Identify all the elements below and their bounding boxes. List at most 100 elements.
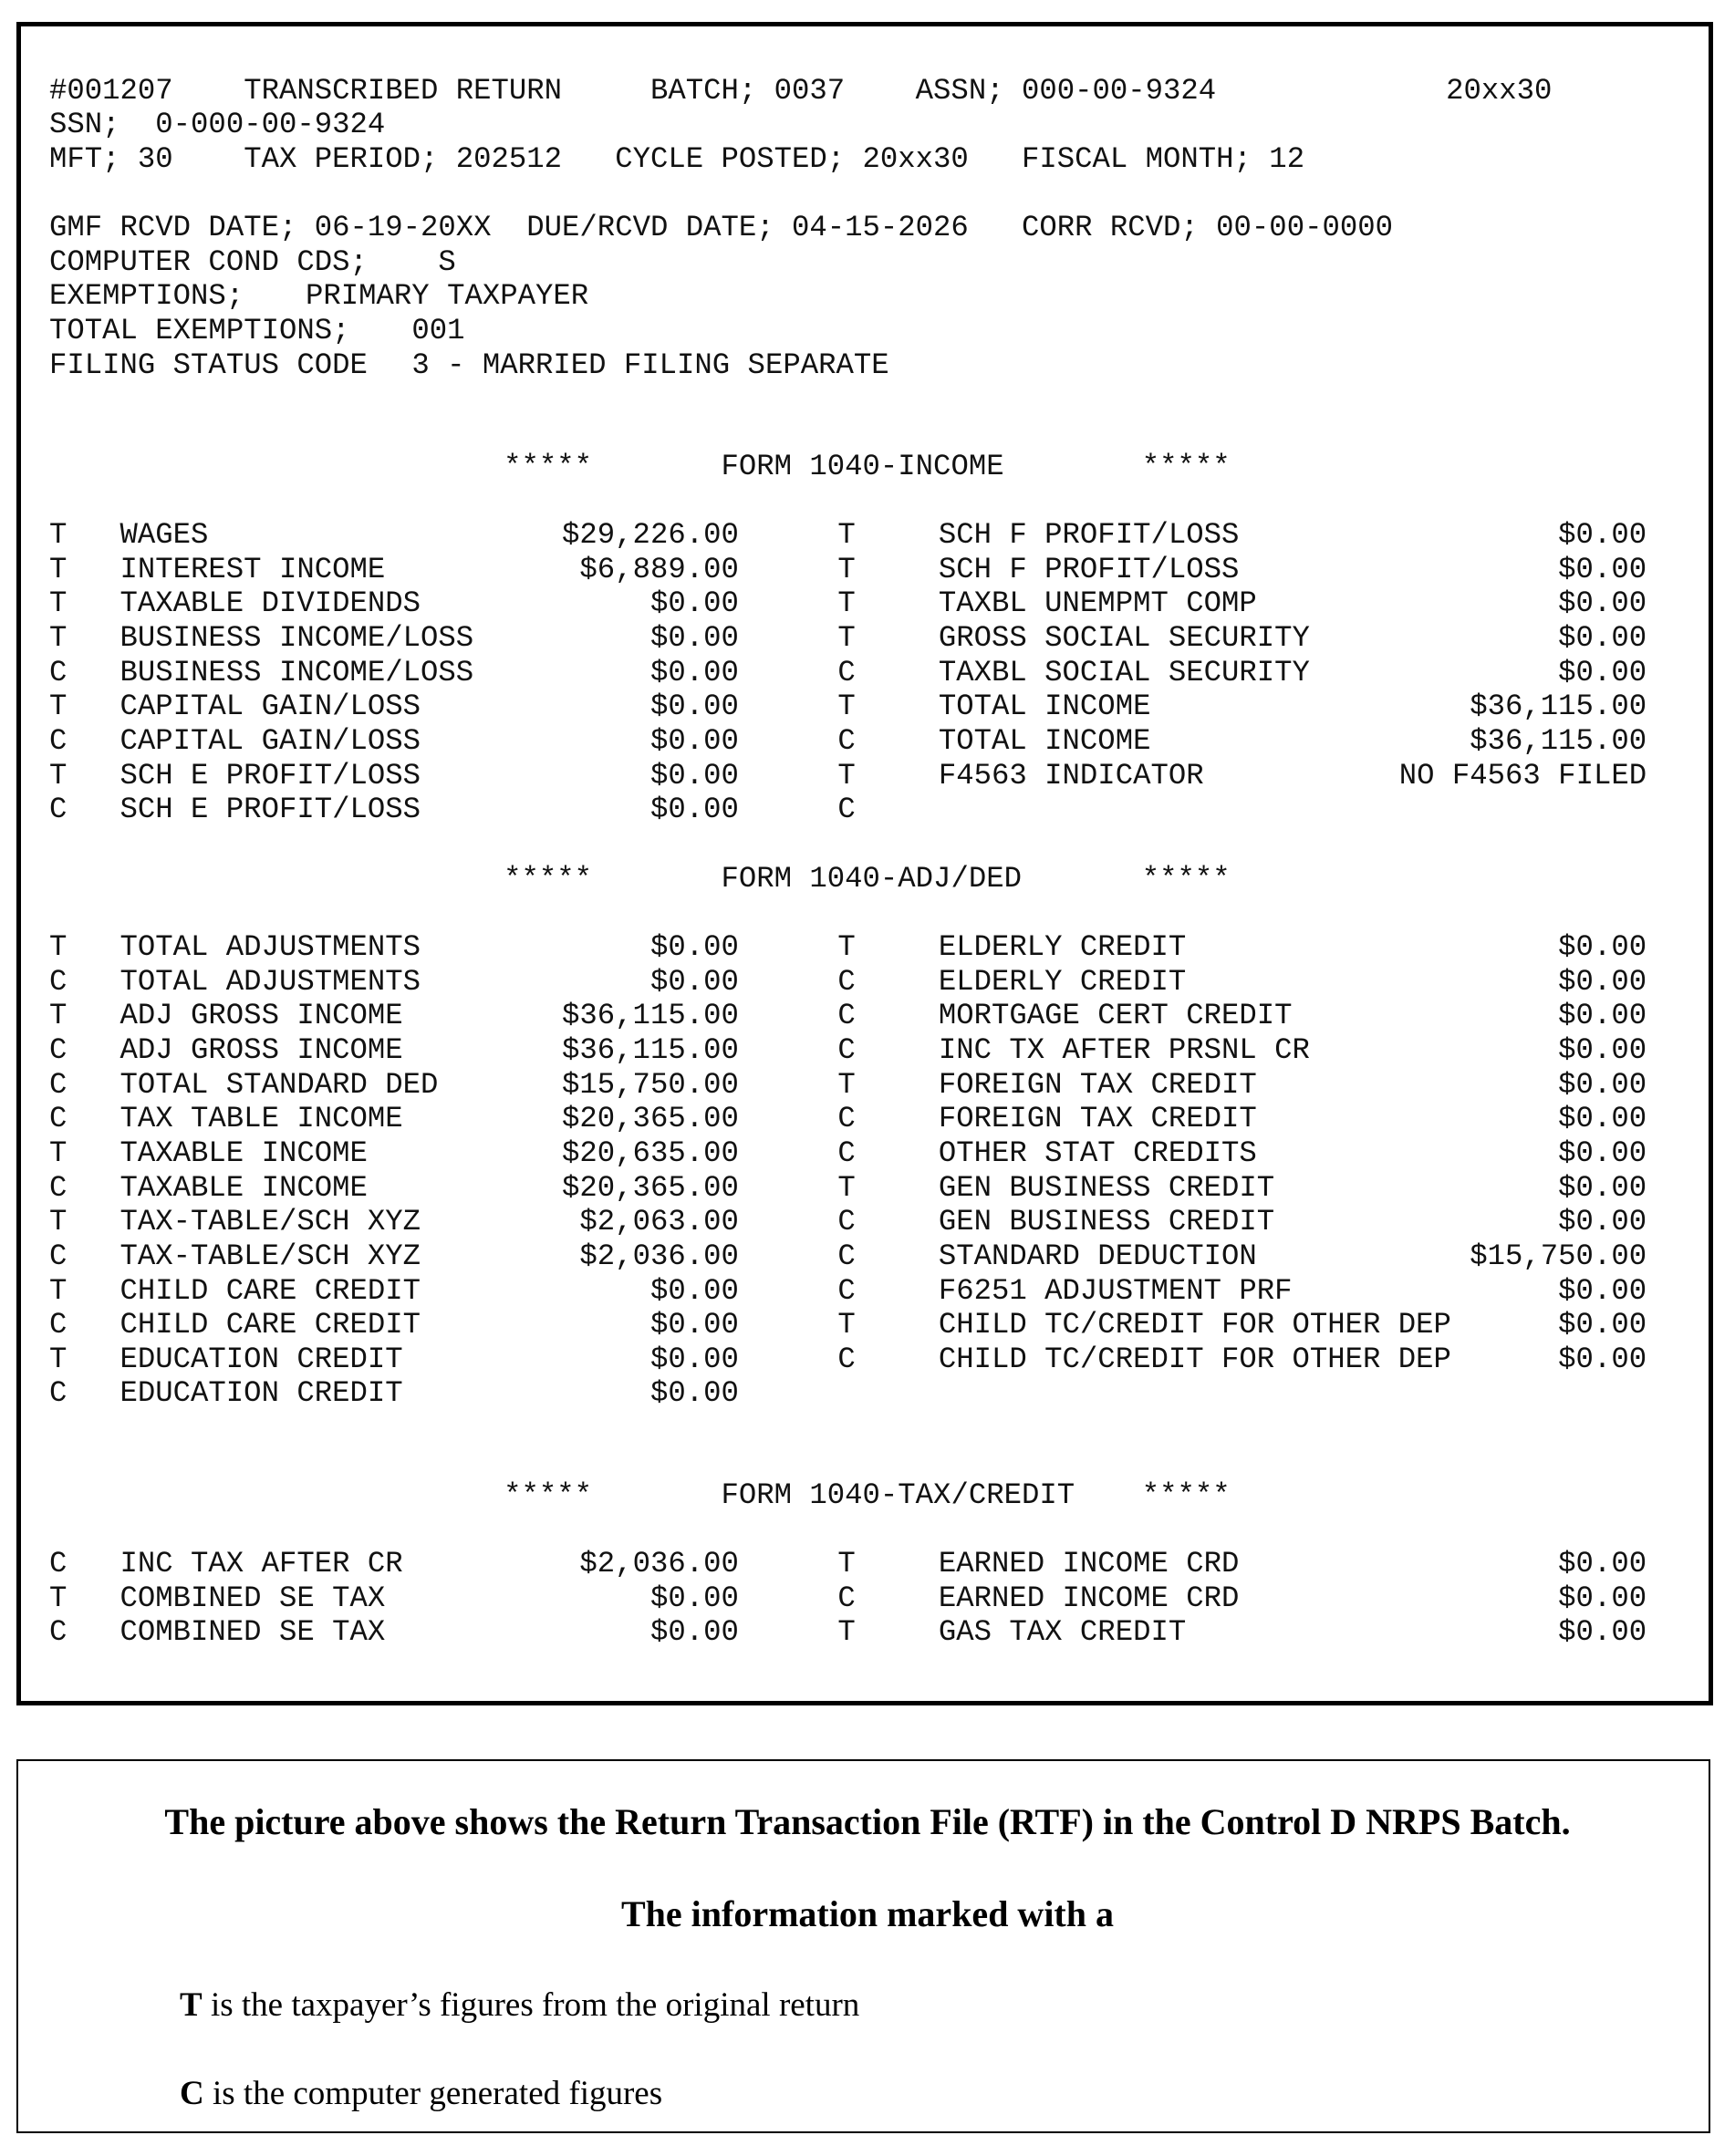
table-row: T EDUCATION CREDIT $0.00 C CHILD TC/CREDIT F… xyxy=(49,1342,1691,1377)
table-row: T BUSINESS INCOME/LOSS $0.00 T GROSS SOCIAL … xyxy=(49,621,1691,656)
field-amount: $0.00 xyxy=(1558,552,1647,586)
field-label: FOREIGN TAX CREDIT xyxy=(938,1067,1257,1102)
field-amount: $2,063.00 xyxy=(579,1205,739,1239)
field-amount: $0.00 xyxy=(649,586,739,621)
field-amount: $2,036.00 xyxy=(579,1239,739,1273)
source-code: C xyxy=(49,723,68,758)
field-amount: $0.00 xyxy=(1558,1032,1647,1067)
note-t-legend: T is the taxpayer’s figures from the ori… xyxy=(180,1985,859,2025)
source-code: C xyxy=(837,1273,856,1308)
field-amount: $36,115.00 xyxy=(562,1032,739,1067)
field-label: ELDERLY CREDIT xyxy=(938,930,1187,964)
section-header: ***** FORM 1040-TAX/CREDIT ***** xyxy=(49,1478,1691,1513)
field-label: WAGES xyxy=(119,518,209,552)
source-code: C xyxy=(49,1376,68,1411)
t-letter: T xyxy=(180,1986,203,2024)
field-amount: NO F4563 FILED xyxy=(1398,758,1647,793)
source-code: C xyxy=(49,1547,68,1581)
c-description: is the computer generated figures xyxy=(203,2075,663,2112)
field-label: SCH E PROFIT/LOSS xyxy=(119,758,421,793)
section-stars-left: ***** xyxy=(504,450,593,483)
source-code: C xyxy=(49,1308,68,1342)
table-row: C TOTAL STANDARD DED $15,750.00 T FOREIGN TA… xyxy=(49,1068,1691,1103)
table-row: T TAXABLE INCOME $20,635.00 C OTHER STAT CRE… xyxy=(49,1136,1691,1171)
mft: MFT; 30 xyxy=(49,142,173,176)
source-code: T xyxy=(49,586,68,621)
table-row: T CHILD CARE CREDIT $0.00 C F6251 ADJUSTMENT… xyxy=(49,1274,1691,1309)
source-code: T xyxy=(837,1067,856,1102)
field-label: INTEREST INCOME xyxy=(119,552,386,586)
cond-cds-label: COMPUTER COND CDS; xyxy=(49,245,368,279)
field-amount: $0.00 xyxy=(649,793,739,827)
section-stars-right: ***** xyxy=(1141,450,1231,483)
field-amount: $2,036.00 xyxy=(579,1547,739,1581)
exemptions-value: PRIMARY TAXPAYER xyxy=(306,279,589,313)
header-line-2: SSN; 0-000-00-9324 xyxy=(49,108,1691,142)
source-code: T xyxy=(837,518,856,552)
field-amount: $0.00 xyxy=(649,655,739,689)
field-amount: $0.00 xyxy=(1558,518,1647,552)
source-code: T xyxy=(49,930,68,964)
field-amount: $20,365.00 xyxy=(562,1102,739,1136)
table-row: T CAPITAL GAIN/LOSS $0.00 T TOTAL INCOME $36,… xyxy=(49,689,1691,724)
field-label: TOTAL INCOME xyxy=(938,689,1151,724)
field-label: TOTAL ADJUSTMENTS xyxy=(119,964,421,999)
table-row: T TAX-TABLE/SCH XYZ $2,063.00 C GEN BUSINESS… xyxy=(49,1205,1691,1239)
source-code: C xyxy=(837,655,856,689)
field-label: SCH E PROFIT/LOSS xyxy=(119,793,421,827)
field-label: EDUCATION CREDIT xyxy=(119,1342,403,1376)
field-label: EARNED INCOME CRD xyxy=(938,1581,1240,1615)
table-row: C COMBINED SE TAX $0.00 T GAS TAX CREDIT $0.0… xyxy=(49,1615,1691,1650)
field-amount: $0.00 xyxy=(1558,1308,1647,1342)
source-code: T xyxy=(49,552,68,586)
field-amount: $0.00 xyxy=(649,620,739,655)
field-label: TAXABLE INCOME xyxy=(119,1135,368,1170)
field-amount: $0.00 xyxy=(1558,1342,1647,1376)
gmf-rcvd-date: GMF RCVD DATE; 06-19-20XX xyxy=(49,211,492,244)
table-row: C CHILD CARE CREDIT $0.00 T CHILD TC/CREDIT … xyxy=(49,1308,1691,1342)
field-label: MORTGAGE CERT CREDIT xyxy=(938,999,1293,1033)
field-label: TAX TABLE INCOME xyxy=(119,1102,403,1136)
source-code: C xyxy=(837,1342,856,1376)
field-amount: $0.00 xyxy=(1558,964,1647,999)
source-code: C xyxy=(49,1615,68,1650)
header-line-5: COMPUTER COND CDS; S xyxy=(49,245,1691,280)
field-label: ELDERLY CREDIT xyxy=(938,964,1187,999)
section-stars-right: ***** xyxy=(1141,1478,1231,1512)
source-code: C xyxy=(49,655,68,689)
source-code: T xyxy=(837,1308,856,1342)
source-code: T xyxy=(49,689,68,724)
field-label: COMBINED SE TAX xyxy=(119,1581,386,1615)
source-code: C xyxy=(49,1239,68,1273)
field-label: TAX-TABLE/SCH XYZ xyxy=(119,1205,421,1239)
field-amount: $0.00 xyxy=(649,689,739,724)
table-row: C TOTAL ADJUSTMENTS $0.00 C ELDERLY CREDIT $0… xyxy=(49,965,1691,1000)
table-row: C TAX-TABLE/SCH XYZ $2,036.00 C STANDARD DED… xyxy=(49,1239,1691,1274)
field-label: OTHER STAT CREDITS xyxy=(938,1135,1257,1170)
source-code: T xyxy=(837,758,856,793)
field-amount: $0.00 xyxy=(1558,999,1647,1033)
assn: ASSN; 000-00-9324 xyxy=(915,74,1217,108)
cond-cds-value: S xyxy=(438,245,456,279)
field-amount: $6,889.00 xyxy=(579,552,739,586)
table-row: T SCH E PROFIT/LOSS $0.00 T F4563 INDICATOR N… xyxy=(49,759,1691,793)
field-label: CAPITAL GAIN/LOSS xyxy=(119,689,421,724)
t-description: is the taxpayer’s figures from the origi… xyxy=(202,1986,860,2024)
cycle: 20xx30 xyxy=(1446,74,1553,108)
field-label: BUSINESS INCOME/LOSS xyxy=(119,655,474,689)
table-row: C TAXABLE INCOME $20,365.00 T GEN BUSINESS C… xyxy=(49,1171,1691,1206)
fiscal-month: FISCAL MONTH; 12 xyxy=(1021,142,1305,176)
section-stars-left: ***** xyxy=(504,1478,593,1512)
cycle-posted: CYCLE POSTED; 20xx30 xyxy=(615,142,969,176)
section-stars-left: ***** xyxy=(504,862,593,896)
section-title: FORM 1040-ADJ/DED xyxy=(721,862,1022,896)
table-row: T TAXABLE DIVIDENDS $0.00 T TAXBL UNEMPMT CO… xyxy=(49,586,1691,621)
field-label: EARNED INCOME CRD xyxy=(938,1547,1240,1581)
exemptions-label: EXEMPTIONS; xyxy=(49,279,244,313)
table-row: T ADJ GROSS INCOME $36,115.00 C MORTGAGE CER… xyxy=(49,999,1691,1033)
field-label: FOREIGN TAX CREDIT xyxy=(938,1102,1257,1136)
explanation-box xyxy=(16,1759,1710,2133)
field-amount: $0.00 xyxy=(1558,1135,1647,1170)
field-amount: $0.00 xyxy=(649,1308,739,1342)
field-label: TOTAL ADJUSTMENTS xyxy=(119,930,421,964)
